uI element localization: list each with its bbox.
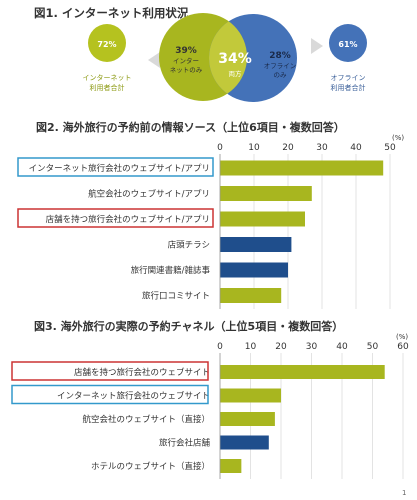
fig3-category-label: 店舗を持つ旅行会社のウェブサイト [74,367,210,378]
fig3-highlight-box [11,384,209,405]
offline-only-label-2: のみ [274,71,288,79]
fig2-bar [220,288,282,303]
figure3-title: 図3. 海外旅行の実際の予約チャネル（上位5項目・複数回答） [34,319,343,333]
internet-total-label-1: インターネット [83,73,132,82]
fig3-tick-label: 50 [367,342,379,352]
fig2-category-label: インターネット旅行会社のウェブサイト/アプリ [29,163,210,174]
fig2-bar [220,160,384,176]
fig3-category-label: ホテルのウェブサイト（直接） [91,461,210,472]
offline-total-label-1: オフライン [331,74,366,82]
fig3-bar [220,435,269,450]
fig2-tick-label: 20 [282,143,294,153]
fig3-tick-label: 20 [275,342,287,352]
offline-total-circle [329,24,367,62]
left-arrow-icon [148,52,160,68]
figure1-title: 図1. インターネット利用状況 [34,6,189,20]
internet-total-circle [88,24,126,62]
fig2-highlight-box [17,208,214,228]
fig2-tick-label: 10 [248,143,260,153]
fig2-bar [220,186,312,201]
fig3-tick-label: 0 [217,342,223,352]
figure2-title: 図2. 海外旅行の予約前の情報ソース（上位6項目・複数回答） [36,120,345,134]
fig2-category-label: 旅行口コミサイト [142,291,210,302]
figure1-venn: 図1. インターネット利用状況 72% インターネット 利用者合計 39% イン… [34,6,367,102]
offline-only-label-1: オフライン [264,62,297,70]
fig2-tick-label: 40 [350,143,362,153]
offline-total-label-2: 利用者合計 [331,83,366,92]
both-label: 両方 [229,69,243,78]
fig3-bar [220,412,275,426]
figure2-unit: (%) [392,134,404,142]
overlap-region [209,14,247,101]
fig3-category-label: 旅行会社店舗 [159,438,211,449]
internet-total-label-2: 利用者合計 [90,83,125,92]
fig2-tick-label: 50 [384,143,396,153]
figure3-bar-chart: 図3. 海外旅行の実際の予約チャネル（上位5項目・複数回答） (%) 0 10 20… [11,319,409,479]
fig2-bar [220,211,305,227]
fig3-category-label: 航空会社のウェブサイト（直接） [82,414,210,425]
offline-only-value: 28% [269,51,291,61]
fig2-category-label: 店頭チラシ [168,240,210,251]
fig2-category-label: 店舗を持つ旅行会社のウェブサイト/アプリ [46,214,210,225]
fig3-highlight-box [11,361,209,381]
right-arrow-icon [311,38,323,54]
fig2-tick-label: 30 [316,143,328,153]
offline-total-value: 61% [338,40,357,49]
fig3-category-label: インターネット旅行会社のウェブサイト [57,391,210,402]
fig3-tick-label: 60 [397,342,409,352]
page-number: 1 [402,489,406,497]
internet-only-label-1: インター [173,56,199,65]
figure3-unit: (%) [396,333,408,341]
fig2-bar [220,237,292,252]
fig3-tick-label: 40 [336,342,348,352]
fig2-tick-label: 0 [217,143,223,153]
both-value: 34% [218,51,252,67]
fig3-bar [220,388,281,403]
fig3-tick-label: 10 [245,342,257,352]
internet-total-value: 72% [97,40,116,49]
internet-only-value: 39% [175,46,197,56]
fig3-bar [220,365,385,379]
fig3-tick-label: 30 [306,342,318,352]
fig3-bar [220,459,242,473]
fig2-category-label: 旅行関連書籍/雑誌事 [131,265,211,276]
fig2-category-label: 航空会社のウェブサイト/アプリ [88,189,210,200]
fig2-highlight-box [17,157,214,177]
figure2-bar-chart: 図2. 海外旅行の予約前の情報ソース（上位6項目・複数回答） (%) 0 10 20… [17,120,404,309]
internet-only-label-2: ネットのみ [170,66,203,74]
fig2-bar [220,262,288,278]
